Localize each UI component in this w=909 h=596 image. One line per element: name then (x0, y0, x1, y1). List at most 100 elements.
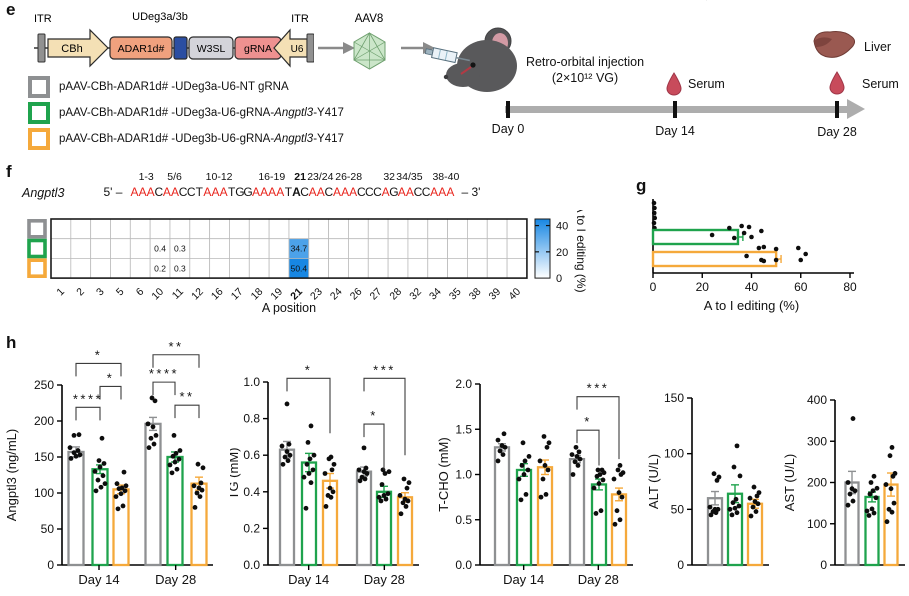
data-point (798, 257, 804, 263)
y-tick-label: 0.4 (243, 485, 260, 499)
heatmap-x-tick: 16 (209, 286, 226, 303)
heatmap-cell (129, 258, 151, 279)
legend-text-3b: pAAV-CBh-ADAR1d# -UDeg3b-U6-gRNA- (59, 133, 275, 145)
data-point (102, 481, 108, 487)
chart-angptl3-ng-ml-: 0 50 100 150 200 250 Angptl3 (ng/mL) Day 14 Day … (4, 339, 213, 587)
data-point (866, 513, 872, 518)
significance-stars: * (95, 347, 103, 362)
data-point (749, 234, 754, 240)
data-point (600, 477, 606, 483)
legend-text-nt: pAAV-CBh-ADAR1d# -UDeg3a-U6-NT gRNA (59, 81, 289, 93)
liver-icon (813, 31, 856, 58)
data-point (716, 474, 722, 480)
heatmap-x-tick: 39 (487, 286, 504, 303)
y-tick-label: 50 (671, 502, 685, 516)
heatmap-x-tick: 28 (387, 286, 404, 303)
significance-stars: * (107, 370, 115, 385)
group-label: Day 28 (364, 572, 405, 587)
y-tick-label: 1.0 (455, 468, 472, 482)
sequence-base: A (162, 185, 171, 199)
data-point (113, 494, 119, 499)
heatmap-cell (407, 218, 429, 240)
legend-swatch-orange (28, 128, 50, 150)
data-point (174, 466, 180, 472)
data-point (520, 440, 526, 446)
group-label: Day 28 (155, 572, 196, 587)
data-point (200, 465, 206, 471)
data-point (732, 505, 738, 511)
data-point (282, 454, 288, 460)
legend-suffix: -Y417 (313, 107, 344, 119)
data-point (748, 513, 754, 519)
heatmap-x-tick: 17 (229, 286, 246, 303)
data-point (869, 506, 875, 512)
heatmap-x-tick: 2 (74, 286, 87, 299)
panel-label-e: e (6, 0, 16, 19)
sequence-base: C (324, 185, 334, 199)
data-point (543, 492, 549, 497)
heatmap-cell (70, 218, 92, 240)
data-point (616, 490, 622, 495)
significance-stars: ** (179, 389, 194, 404)
heatmap-cell (90, 258, 111, 279)
data-point (518, 497, 524, 503)
heatmap-cell (427, 218, 448, 240)
panel-label-h: h (6, 333, 17, 352)
y-tick-label: 300 (807, 434, 827, 448)
data-point (598, 508, 604, 514)
bar (651, 250, 778, 268)
data-point (279, 443, 285, 449)
data-point (795, 245, 801, 251)
data-point (196, 485, 202, 491)
data-point (328, 454, 334, 460)
significance-bracket (174, 404, 200, 419)
data-point (198, 480, 204, 486)
data-point (285, 458, 291, 464)
significance-bracket (363, 377, 406, 456)
data-point (617, 517, 623, 523)
data-point (730, 500, 736, 506)
five-prime-label: 5' – (103, 185, 123, 199)
sequence-base: A (138, 185, 147, 199)
data-point (864, 508, 870, 514)
data-point (750, 504, 756, 510)
data-point (406, 480, 412, 486)
blood-drop-icon-day28 (829, 71, 845, 95)
data-point (152, 398, 158, 404)
heatmap-cell (288, 218, 310, 240)
injection-route-text: Retro-orbital injection (525, 55, 645, 69)
three-prime-label: – 3' (461, 185, 481, 199)
editing-heatmap-chart: 0.4 0.3 34.70.2 0.3 50.41 2 3 5 6 10 11 12 16 17 18 19 2… (27, 210, 588, 315)
data-point (886, 506, 892, 512)
sequence-base: A (381, 185, 390, 199)
editing-bar-chart-container: 0 20 40 60 80 A to I editing (%) (630, 183, 909, 335)
sequence-base: A (397, 185, 406, 199)
heatmap-x-tick: 27 (368, 286, 385, 303)
significance-bracket (99, 385, 122, 400)
data-point (101, 461, 107, 466)
data-point (746, 224, 752, 230)
data-point (596, 481, 602, 486)
data-point (525, 467, 531, 473)
heatmap-cell (486, 218, 508, 240)
heatmap-x-tick: 38 (467, 286, 484, 303)
significance-bracket (286, 377, 331, 434)
data-point (537, 458, 543, 464)
significance-stars: * (584, 414, 592, 429)
bar (536, 466, 554, 567)
data-point (495, 437, 501, 443)
target-sequence: 5' – A A A C A A C C T A A A T G G A A A A T A C A A C A A A C C C A G A A C… (100, 185, 520, 201)
data-point (611, 476, 617, 482)
data-point (752, 499, 758, 504)
data-point (71, 450, 77, 456)
significance-bracket (75, 406, 101, 421)
data-point (519, 463, 525, 468)
data-point (873, 495, 879, 501)
legend-gene-italic: Angptl3 (274, 133, 314, 145)
heatmap-cell (447, 258, 468, 279)
legend-gene-italic: Angptl3 (274, 107, 314, 119)
colorbar (534, 218, 551, 279)
y-tick-label: 0.0 (455, 558, 472, 572)
y-tick-label: 100 (664, 447, 684, 461)
heatmap-cell (328, 258, 349, 279)
